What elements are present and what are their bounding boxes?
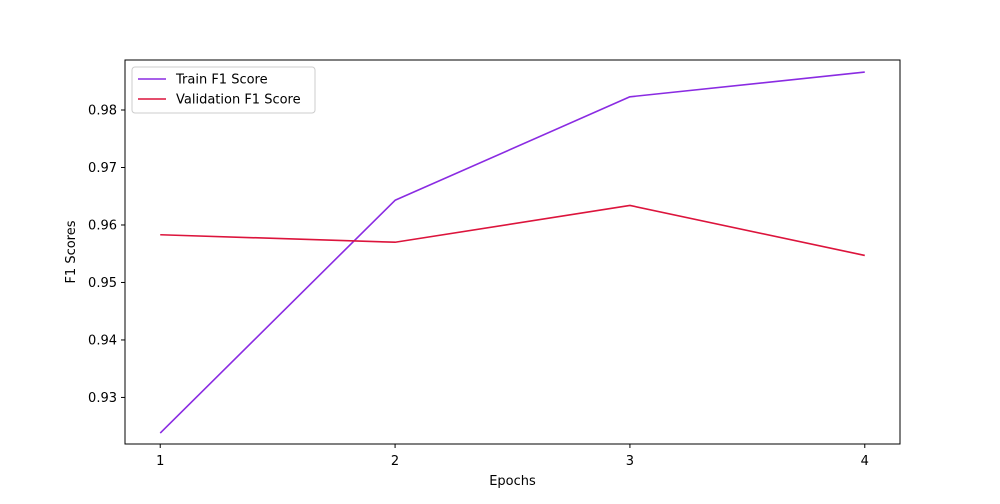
- y-tick-label: 0.98: [88, 104, 117, 119]
- y-tick-label: 0.93: [88, 391, 117, 406]
- y-axis-label: F1 Scores: [64, 220, 79, 283]
- y-tick-label: 0.97: [88, 161, 117, 176]
- x-tick-label: 1: [156, 454, 164, 469]
- x-tick-label: 3: [626, 454, 634, 469]
- y-tick-label: 0.95: [88, 276, 117, 291]
- legend-label: Train F1 Score: [175, 73, 268, 88]
- legend: Train F1 Score Validation F1 Score: [132, 67, 315, 113]
- x-tick-label: 2: [391, 454, 399, 469]
- plot-area: [125, 60, 900, 444]
- x-tick-label: 4: [861, 454, 869, 469]
- y-tick-label: 0.96: [88, 218, 117, 233]
- legend-label: Validation F1 Score: [176, 93, 301, 108]
- x-axis-label: Epochs: [489, 474, 536, 489]
- y-tick-label: 0.94: [88, 333, 117, 348]
